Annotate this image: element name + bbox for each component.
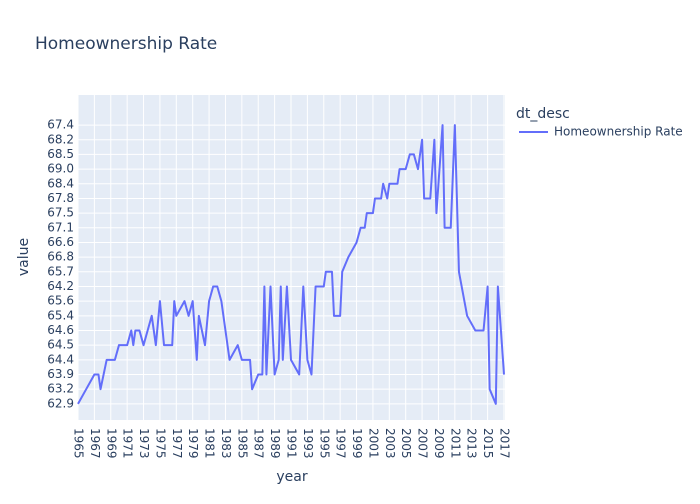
x-axis-label: year	[276, 469, 307, 485]
x-tick-label: 1987	[252, 428, 266, 459]
x-tick-label: 1993	[301, 428, 315, 459]
y-axis-label: value	[16, 238, 32, 276]
y-tick-label: 64.5	[47, 338, 74, 352]
y-tick-label: 65.7	[47, 264, 74, 278]
y-tick-label: 64.4	[47, 352, 74, 366]
y-tick-label: 69.0	[47, 162, 74, 176]
x-tick-label: 2009	[432, 428, 446, 459]
y-tick-label: 68.4	[47, 176, 74, 190]
x-tick-label: 2007	[416, 428, 430, 459]
legend-title: dt_desc	[516, 106, 570, 122]
x-tick-label: 2017	[498, 428, 512, 459]
x-tick-label: 1965	[72, 428, 86, 459]
legend-label: Homeownership Rate	[554, 125, 683, 139]
y-tick-label: 63.2	[47, 382, 74, 396]
y-tick-label: 64.6	[47, 323, 74, 337]
x-tick-label: 2011	[448, 428, 462, 459]
x-tick-label: 1991	[285, 428, 299, 459]
x-tick-label: 1973	[137, 428, 151, 459]
x-tick-label: 2013	[465, 428, 479, 459]
x-tick-label: 1997	[334, 428, 348, 459]
x-tick-label: 1989	[268, 428, 282, 459]
x-tick-label: 1981	[203, 428, 217, 459]
x-tick-label: 2015	[481, 428, 495, 459]
x-tick-label: 1971	[121, 428, 135, 459]
x-tick-label: 2005	[399, 428, 413, 459]
y-tick-label: 65.4	[47, 308, 74, 322]
y-tick-label: 65.6	[47, 294, 74, 308]
x-tick-label: 2003	[383, 428, 397, 459]
x-tick-label: 1975	[153, 428, 167, 459]
chart-title: Homeownership Rate	[35, 34, 217, 54]
y-tick-label: 67.8	[47, 191, 74, 205]
x-tick-label: 1967	[88, 428, 102, 459]
y-tick-label: 68.2	[47, 132, 74, 146]
y-tick-label: 68.5	[47, 147, 74, 161]
y-tick-label: 66.8	[47, 250, 74, 264]
y-tick-label: 64.2	[47, 279, 74, 293]
data-line	[77, 124, 505, 405]
y-tick-label: 66.6	[47, 235, 74, 249]
y-tick-label: 67.5	[47, 206, 74, 220]
x-tick-label: 1977	[170, 428, 184, 459]
x-tick-label: 1985	[235, 428, 249, 459]
x-tick-label: 1995	[317, 428, 331, 459]
x-tick-label: 1979	[186, 428, 200, 459]
y-tick-label: 62.9	[47, 396, 74, 410]
y-tick-label: 67.4	[47, 118, 74, 132]
y-tick-label: 67.1	[47, 220, 74, 234]
y-tick-label: 63.9	[47, 367, 74, 381]
x-tick-label: 1999	[350, 428, 364, 459]
x-tick-label: 1969	[104, 428, 118, 459]
x-tick-label: 1983	[219, 428, 233, 459]
x-tick-label: 2001	[366, 428, 380, 459]
